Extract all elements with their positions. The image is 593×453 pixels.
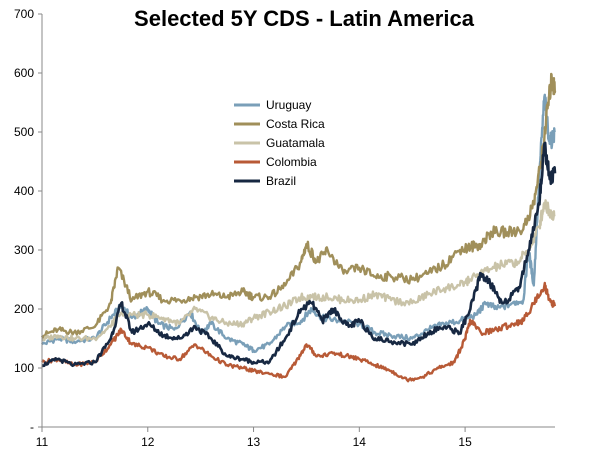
x-tick-label: 15 — [458, 435, 472, 449]
x-tick-label: 13 — [247, 435, 261, 449]
series-line-guatamala — [41, 199, 556, 342]
y-tick-label: 700 — [14, 7, 34, 21]
x-tick-label: 14 — [353, 435, 367, 449]
y-tick-label: 300 — [14, 243, 34, 257]
x-tick-label: 11 — [36, 435, 49, 449]
series-line-brazil — [41, 141, 557, 368]
legend-label: Costa Rica — [266, 117, 325, 131]
y-tick-label: 100 — [14, 361, 34, 375]
series-line-costa-rica — [40, 72, 557, 339]
chart-title: Selected 5Y CDS - Latin America — [134, 6, 475, 31]
x-tick-label: 12 — [141, 435, 155, 449]
legend-label: Colombia — [266, 155, 317, 169]
legend-label: Brazil — [266, 174, 296, 188]
legend-label: Uruguay — [266, 98, 311, 112]
y-tick-label: 600 — [14, 66, 34, 80]
legend: Uruguay Costa Rica Guatamala Colombia Brazil — [234, 98, 325, 188]
y-tick-label: 400 — [14, 184, 34, 198]
plot-area — [40, 72, 557, 383]
axes: - 100 200 300 400 500 600 700 11 12 13 14 15 — [14, 7, 555, 449]
legend-label: Guatamala — [266, 136, 325, 150]
y-tick-label: 500 — [14, 125, 34, 139]
series-line-colombia — [41, 281, 557, 383]
y-tick-label: 200 — [14, 302, 34, 316]
y-tick-label: - — [30, 420, 34, 434]
